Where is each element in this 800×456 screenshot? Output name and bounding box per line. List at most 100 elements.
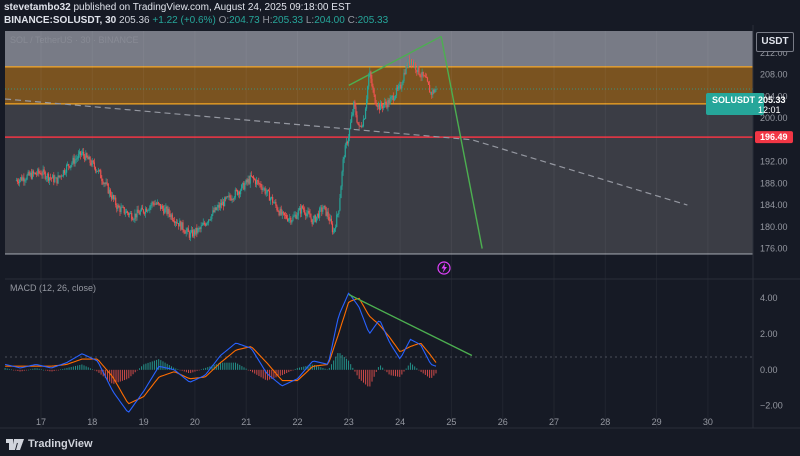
last-price: 205.36 (119, 15, 150, 26)
price-axis[interactable]: 176.00180.00184.00188.00192.00196.00200.… (760, 48, 788, 254)
candle (157, 202, 160, 204)
macd-axis[interactable]: −2.00 0.00 2.00 4.00 (760, 293, 783, 411)
macd-histogram-bar (286, 369, 288, 374)
macd-histogram-bar (360, 369, 362, 381)
candle (163, 208, 165, 214)
candle (306, 213, 308, 217)
candle (90, 162, 92, 166)
candle (387, 100, 389, 108)
macd-histogram-bar (170, 366, 172, 370)
candle (85, 153, 87, 161)
candle (31, 171, 34, 179)
candle (53, 175, 55, 183)
time-tick-label: 22 (292, 417, 302, 427)
candle (363, 118, 366, 120)
candle (23, 177, 25, 182)
price-tick-label: 188.00 (760, 178, 788, 188)
macd-histogram-bar (249, 369, 251, 372)
macd-histogram-bar (377, 367, 379, 370)
candle (155, 203, 157, 205)
macd-histogram-bar (330, 364, 332, 370)
candle (225, 197, 227, 199)
candle (404, 72, 406, 74)
candle (252, 176, 255, 179)
candle (56, 177, 58, 184)
countdown: 12:01 (758, 105, 781, 115)
candle (274, 201, 276, 203)
candle (359, 125, 361, 127)
price-tick-label: 212.00 (760, 48, 788, 58)
candle (416, 70, 418, 73)
candle (339, 198, 341, 211)
candle (312, 218, 314, 225)
macd-trendline[interactable] (348, 293, 473, 357)
trendlines[interactable] (5, 35, 688, 249)
candle (335, 226, 337, 229)
macd-histogram-bar (128, 369, 130, 379)
candle (424, 75, 426, 78)
candle (25, 179, 27, 181)
macd-histogram-bar (198, 369, 200, 371)
macd-histogram-bar (115, 369, 117, 384)
candle (212, 210, 214, 215)
candle (336, 214, 338, 227)
candle (258, 181, 260, 184)
candle (222, 201, 225, 207)
macd-histogram-bar (309, 365, 311, 370)
candle (149, 206, 151, 210)
candle (398, 85, 400, 89)
candle (361, 126, 363, 127)
symbol-title[interactable]: BINANCE:SOLUSDT, 30 (4, 15, 117, 26)
macd-histogram-bar (158, 359, 160, 370)
last-price-symbol: SOLUSDT (712, 95, 756, 105)
macd-tick-label: 4.00 (760, 293, 778, 303)
macd-histogram-bar (318, 366, 320, 370)
tradingview-logo[interactable]: TradingView (6, 438, 93, 450)
time-axis[interactable]: 17 18 19 20 21 22 23 24 25 26 27 28 29 30 (36, 417, 713, 427)
candle (426, 77, 429, 82)
candle (230, 197, 232, 201)
candle (329, 218, 331, 222)
candle (204, 224, 206, 226)
time-tick-label: 17 (36, 417, 46, 427)
currency-button[interactable]: USDT (756, 32, 794, 52)
candle (51, 177, 53, 179)
author[interactable]: stevetambo32 (4, 2, 71, 13)
candle (376, 105, 378, 107)
candle (388, 100, 390, 105)
candle (328, 217, 330, 222)
candle (200, 225, 202, 229)
candle (44, 171, 46, 179)
candle (402, 81, 404, 86)
candle (27, 171, 29, 175)
candle (124, 213, 126, 214)
macd-histogram-bar (74, 365, 76, 370)
candle (120, 207, 122, 212)
candle (330, 218, 332, 224)
candle (217, 205, 219, 208)
macd-histogram-bar (55, 369, 57, 371)
candle (303, 208, 305, 210)
macd-histogram-bar (407, 365, 409, 370)
candle (89, 156, 91, 163)
candle (370, 71, 372, 79)
time-tick-label: 18 (87, 417, 97, 427)
candle (166, 206, 168, 214)
macd-histogram-bar (301, 367, 303, 370)
candle (33, 172, 36, 174)
macd-histogram-bar (333, 360, 335, 370)
macd-histogram-bar (145, 363, 147, 370)
candle (48, 177, 51, 181)
signal-line (5, 297, 437, 405)
macd-histogram-bar (403, 369, 405, 372)
candle (76, 158, 78, 160)
macd-histogram-bar (392, 369, 394, 376)
candle (344, 145, 346, 158)
candle (59, 175, 61, 178)
candle (401, 85, 403, 89)
alert-icon[interactable] (437, 261, 451, 275)
candle (198, 228, 200, 230)
candle (254, 179, 257, 185)
candle (382, 106, 384, 109)
